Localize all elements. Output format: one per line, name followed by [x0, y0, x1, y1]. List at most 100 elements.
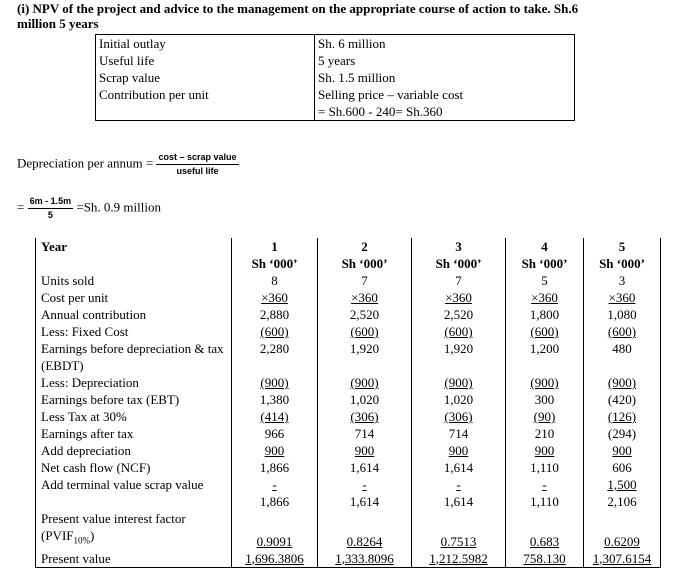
- value-cell: (600): [411, 323, 506, 340]
- row: Net cash flow (NCF) 1,866 1,614 1,614 1,110 6…: [35, 459, 661, 476]
- value-cell: (900): [411, 374, 506, 391]
- value-cell: - 1,866: [231, 476, 318, 510]
- value-cell: 1,110: [505, 459, 584, 476]
- row: Present value 1,696.3806 1,333.8096 1,212.5…: [35, 549, 661, 568]
- value: 1,200: [529, 341, 560, 356]
- header-cell: 3 Sh ‘000’: [411, 238, 506, 272]
- value-cell: (600): [317, 323, 412, 340]
- heading: (i) NPV of the project and advice to the…: [17, 1, 579, 31]
- row: Earnings before tax (EBT) 1,380 1,020 1,020…: [35, 391, 661, 408]
- value-cell: (420): [583, 391, 661, 408]
- row: Add depreciation 900 900 900 900 900: [35, 442, 661, 459]
- value: 7: [361, 273, 368, 288]
- value-cell: (900): [231, 374, 318, 391]
- value-cell: (900): [317, 374, 412, 391]
- formula-label: Depreciation per annum =: [17, 155, 154, 171]
- value: (294): [607, 426, 637, 441]
- value: 2,520: [349, 307, 380, 322]
- value-cell: 900: [317, 442, 412, 459]
- value: 0.9091: [256, 533, 293, 549]
- total: 1,614: [349, 494, 380, 509]
- value-cell: 1,920: [317, 340, 412, 374]
- row-label: Present value: [35, 549, 232, 568]
- value: 1,080: [607, 307, 637, 322]
- header-cell: 5 Sh ‘000’: [583, 238, 661, 272]
- value: 1,920: [443, 341, 474, 356]
- value-cell: 1,080: [583, 306, 661, 323]
- info-labels: Initial outlay Useful life Scrap value Cont…: [95, 34, 315, 121]
- value: (600): [607, 324, 637, 339]
- value-cell: (294): [583, 425, 661, 442]
- value-cell: (306): [317, 408, 412, 425]
- label: Earnings before tax (EBT): [41, 392, 180, 407]
- value-cell: 7: [411, 272, 506, 289]
- value-cell: 1,307.6154: [583, 549, 661, 568]
- row-label: Present value interest factor (PVIF10%): [35, 510, 232, 550]
- value: 1,212.5982: [429, 550, 488, 566]
- value: 714: [354, 426, 375, 441]
- year: 4: [541, 239, 548, 254]
- value: (90): [533, 409, 556, 424]
- info-label: Scrap value: [99, 70, 161, 85]
- value-cell: 714: [411, 425, 506, 442]
- value: 210: [534, 426, 555, 441]
- value-cell: 1,020: [411, 391, 506, 408]
- value: 1,920: [349, 341, 380, 356]
- value-cell: 900: [505, 442, 584, 459]
- value: 966: [264, 426, 285, 441]
- value: (414): [260, 409, 289, 424]
- value-cell: 0.6209: [583, 510, 661, 550]
- unit: Sh ‘000’: [599, 256, 645, 271]
- label: Units sold: [41, 273, 95, 288]
- fraction: 6m - 1.5m 5: [27, 195, 74, 222]
- unit: Sh ‘000’: [341, 256, 388, 271]
- value: (126): [607, 409, 637, 424]
- value: 606: [612, 460, 632, 475]
- year: 3: [455, 239, 462, 254]
- value-cell: 2,520: [411, 306, 506, 323]
- value-cell: 2,280: [231, 340, 318, 374]
- row: Units sold 8 7 7 5 3: [35, 272, 661, 289]
- label: Add depreciation: [41, 443, 131, 458]
- value: -: [272, 477, 277, 492]
- value: 900: [534, 443, 555, 458]
- row: Less: Depreciation (900) (900) (900) (900) (9…: [35, 374, 661, 391]
- value: 900: [448, 443, 469, 458]
- value: 714: [448, 426, 469, 441]
- value-cell: 1,212.5982: [411, 549, 506, 568]
- value-cell: 0.9091: [231, 510, 318, 550]
- value: 7: [455, 273, 462, 288]
- value-cell: 480: [583, 340, 661, 374]
- value: ×360: [261, 290, 288, 305]
- row: Less Tax at 30% (414) (306) (306) (90) (126): [35, 408, 661, 425]
- value: 2,880: [259, 307, 290, 322]
- value-cell: 300: [505, 391, 584, 408]
- value: 300: [534, 392, 555, 407]
- value: (600): [444, 324, 473, 339]
- value: 2,520: [443, 307, 474, 322]
- subscript: 10%: [73, 535, 91, 546]
- value-cell: ×360: [505, 289, 584, 306]
- value-cell: - 1,110: [505, 476, 584, 510]
- year: 2: [361, 239, 368, 254]
- value: 900: [354, 443, 375, 458]
- value: (306): [350, 409, 379, 424]
- value-cell: 0.683: [505, 510, 584, 550]
- value: 0.683: [529, 533, 560, 549]
- value-cell: 1,614: [317, 459, 412, 476]
- year: 5: [618, 239, 626, 254]
- total: 1,866: [259, 494, 290, 509]
- calc-prefix: =: [17, 199, 25, 215]
- row-label: Earnings before tax (EBT): [35, 391, 232, 408]
- info-value: Sh. 1.5 million: [318, 70, 396, 85]
- value: 1,020: [443, 392, 474, 407]
- value: 5: [541, 273, 548, 288]
- row: Less: Fixed Cost (600) (600) (600) (600) (600…: [35, 323, 661, 340]
- value-cell: 5: [505, 272, 584, 289]
- value: 1,614: [443, 460, 474, 475]
- value-cell: ×360: [583, 289, 661, 306]
- value-cell: 1,696.3806: [231, 549, 318, 568]
- row-label: Earnings before depreciation & tax (EBDT…: [35, 340, 232, 374]
- row: Earnings after tax 966 714 714 210 (294): [35, 425, 661, 442]
